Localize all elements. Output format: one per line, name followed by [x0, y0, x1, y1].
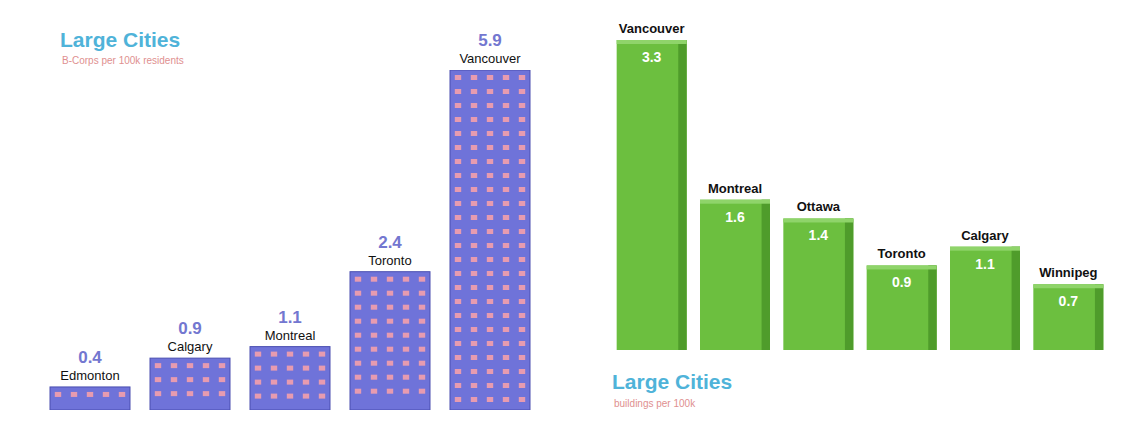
svg-text:Toronto: Toronto	[368, 253, 411, 268]
svg-text:Toronto: Toronto	[878, 246, 926, 261]
svg-text:3.3: 3.3	[642, 49, 662, 65]
svg-text:1.1: 1.1	[278, 308, 302, 327]
svg-text:Montreal: Montreal	[708, 181, 762, 196]
svg-text:Calgary: Calgary	[961, 228, 1009, 243]
svg-text:2.4: 2.4	[378, 233, 402, 252]
svg-text:Calgary: Calgary	[168, 339, 213, 354]
svg-text:1.6: 1.6	[725, 209, 745, 225]
svg-text:Vancouver: Vancouver	[459, 51, 521, 66]
svg-text:Winnipeg: Winnipeg	[1039, 265, 1097, 280]
svg-text:Montreal: Montreal	[265, 328, 316, 343]
html-text:Large Cities: Large Cities	[612, 370, 733, 393]
svg-text:1.1: 1.1	[975, 256, 995, 272]
svg-text:1.4: 1.4	[809, 227, 829, 243]
svg-text:0.7: 0.7	[1059, 293, 1079, 309]
svg-text:Ottawa: Ottawa	[797, 199, 841, 214]
html-text:Large Cities: Large Cities	[60, 28, 181, 51]
svg-text:5.9: 5.9	[478, 31, 502, 50]
svg-text:0.9: 0.9	[178, 319, 202, 338]
svg-text:Vancouver: Vancouver	[619, 21, 685, 36]
svg-text:0.9: 0.9	[892, 274, 912, 290]
html-text:buildings per 100k: buildings per 100k	[614, 398, 696, 409]
html-text:B-Corps per 100k residents: B-Corps per 100k residents	[62, 55, 184, 66]
svg-text:Edmonton: Edmonton	[60, 368, 119, 383]
svg-text:0.4: 0.4	[78, 348, 102, 367]
